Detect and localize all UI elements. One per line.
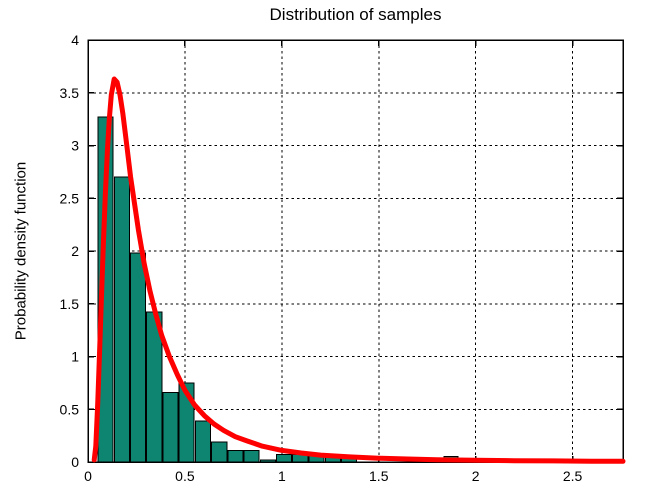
- histogram-bar: [129, 252, 147, 463]
- x-tick-label: 2.5: [563, 468, 583, 484]
- y-tick-label: 4: [71, 32, 79, 48]
- pdf-curve: [91, 76, 626, 464]
- histogram-bar: [113, 176, 130, 463]
- chart-title: Distribution of samples: [269, 5, 442, 24]
- x-tick-label: 2: [472, 468, 480, 484]
- y-tick-label: 3.5: [60, 85, 80, 101]
- histogram-bar: [275, 454, 293, 463]
- y-tick-label: 1: [71, 349, 79, 365]
- y-tick-label: 2: [71, 243, 79, 259]
- histogram-bar: [243, 449, 260, 463]
- x-tick-label: 0.5: [175, 468, 195, 484]
- y-axis-label: Probability density function: [12, 161, 30, 341]
- x-tick-label: 1.5: [369, 468, 389, 484]
- histogram-bar: [259, 459, 276, 463]
- histogram-bar: [97, 116, 114, 463]
- y-tick-label: 2.5: [60, 190, 80, 206]
- histogram-bar: [227, 449, 244, 463]
- y-tick-label: 0: [71, 454, 79, 470]
- x-tick-label: 0: [84, 468, 92, 484]
- y-tick-label: 3: [71, 138, 79, 154]
- x-tick-label: 1: [278, 468, 286, 484]
- y-tick-label: 1.5: [60, 296, 80, 312]
- histogram-bar: [194, 420, 212, 463]
- y-tick-label: 0.5: [60, 401, 80, 417]
- histogram-bar: [162, 391, 179, 463]
- histogram-bar: [211, 441, 228, 463]
